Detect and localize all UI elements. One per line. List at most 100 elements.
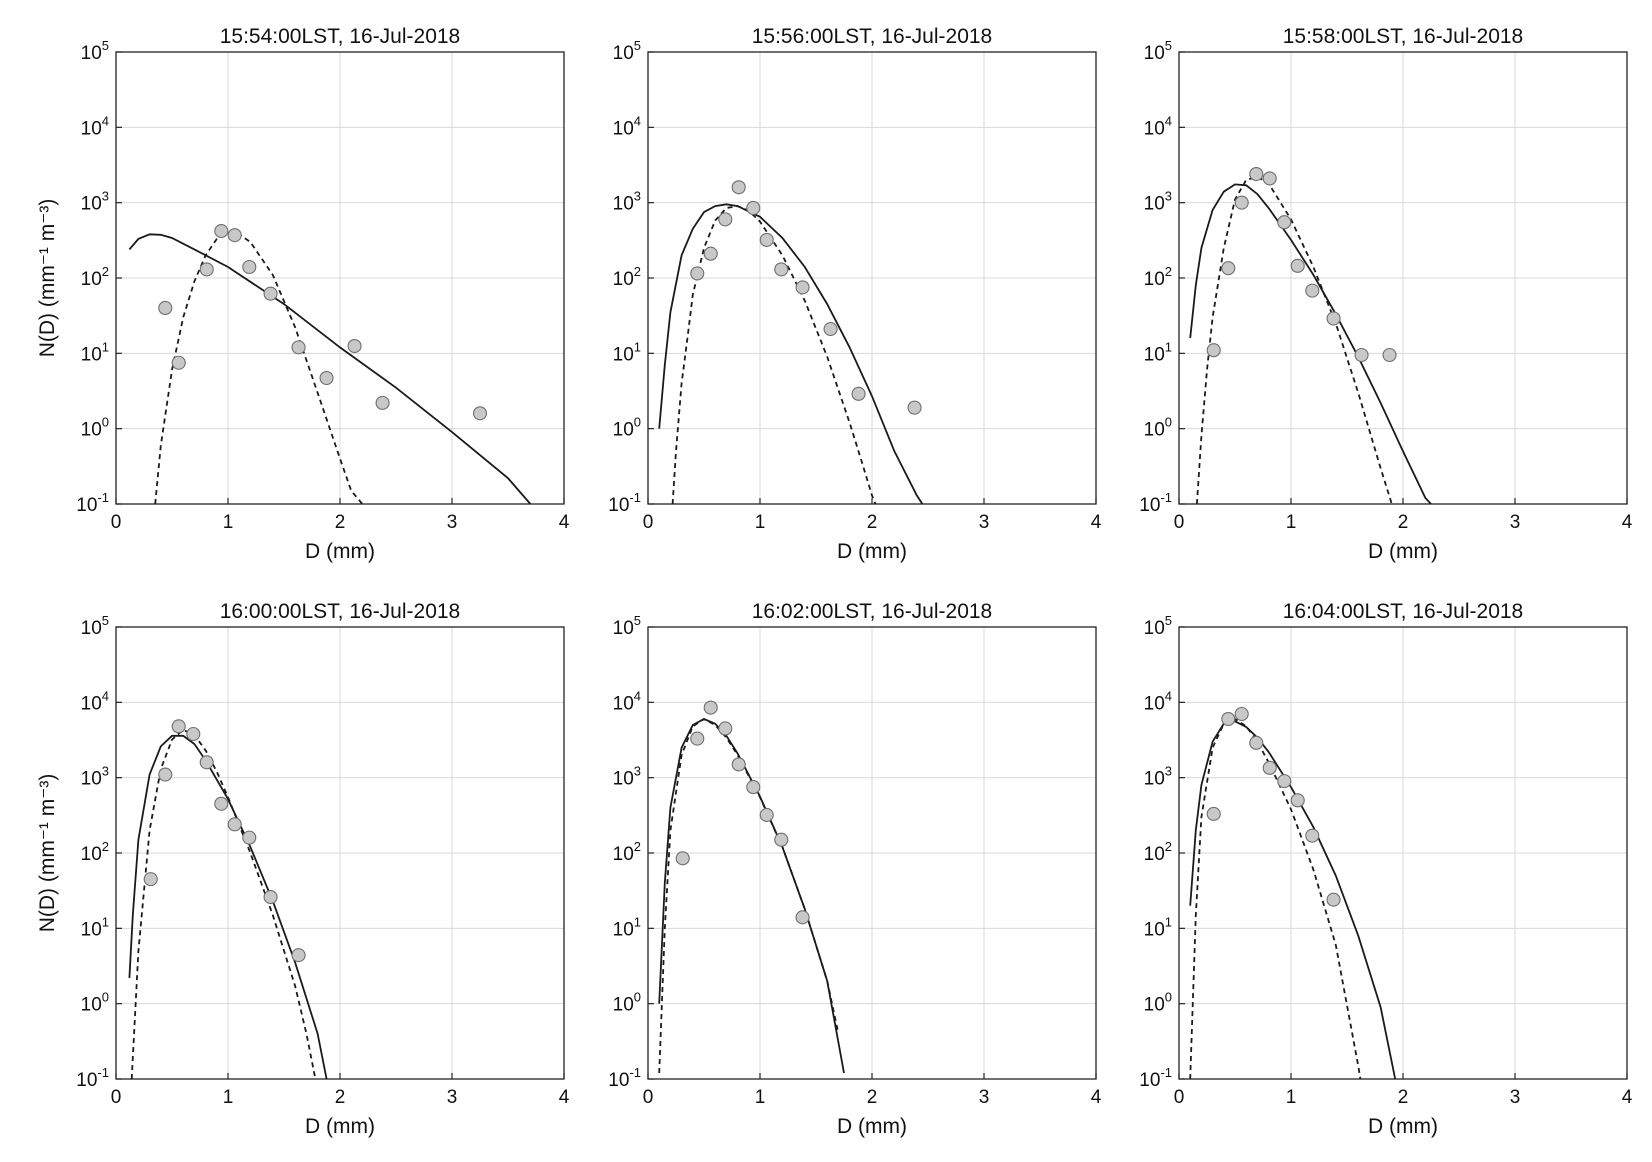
x-axis-label: D (mm) bbox=[1368, 540, 1438, 563]
x-tick-label: 0 bbox=[1174, 512, 1185, 533]
data-point bbox=[263, 286, 278, 301]
data-point bbox=[186, 726, 201, 742]
y-tick-label: 102 bbox=[1144, 839, 1172, 865]
data-point bbox=[774, 262, 789, 277]
solid-fit-line bbox=[128, 734, 328, 1079]
chart-panel-4: 0 1 2 3 4 10-1 100 101 102 103 104 105 16:00:00LST, … bbox=[36, 600, 570, 1138]
panel-title: 15:56:00LST, 16-Jul-2018 bbox=[752, 25, 993, 48]
y-tick-label: 103 bbox=[81, 764, 109, 790]
x-tick-label: 0 bbox=[111, 512, 122, 533]
panel-title: 16:00:00LST, 16-Jul-2018 bbox=[220, 600, 461, 623]
data-point bbox=[851, 386, 866, 401]
y-tick-label: 101 bbox=[1144, 339, 1172, 365]
y-tick-label: 103 bbox=[81, 189, 109, 215]
x-tick-label: 0 bbox=[111, 1087, 122, 1108]
solid-fit-line bbox=[1189, 183, 1432, 504]
x-tick-label: 1 bbox=[1286, 512, 1297, 533]
chart-panel-6: 0 1 2 3 4 10-1 100 101 102 103 104 105 16:04:00LST, … bbox=[1139, 600, 1632, 1138]
grid bbox=[115, 51, 565, 505]
data-point bbox=[158, 767, 173, 782]
data-point bbox=[1249, 735, 1264, 750]
data-point bbox=[242, 259, 257, 275]
data-point bbox=[227, 817, 242, 832]
y-tick-label: 100 bbox=[1144, 415, 1172, 441]
dashed-fit-line bbox=[658, 717, 840, 1074]
dashed-fit-line bbox=[130, 728, 317, 1079]
x-tick-label: 4 bbox=[559, 512, 570, 533]
y-tick-label: 104 bbox=[1144, 688, 1172, 714]
y-tick-label: 101 bbox=[81, 914, 109, 940]
y-tick-label: 103 bbox=[613, 189, 641, 215]
data-point bbox=[319, 370, 334, 386]
x-tick-label: 4 bbox=[1622, 512, 1633, 533]
x-tick-label: 0 bbox=[1174, 1087, 1185, 1108]
data-point bbox=[731, 180, 746, 195]
data-point bbox=[347, 338, 362, 354]
y-tick-label: 101 bbox=[613, 339, 641, 365]
data-point bbox=[227, 228, 242, 243]
x-tick-label: 1 bbox=[1286, 1087, 1297, 1108]
data-point bbox=[199, 755, 214, 770]
data-point bbox=[214, 796, 229, 811]
data-point bbox=[1277, 215, 1292, 230]
y-tick-label: 100 bbox=[81, 415, 109, 441]
data-point bbox=[1326, 311, 1341, 326]
dashed-fit-line bbox=[154, 231, 364, 504]
x-tick-label: 3 bbox=[979, 1087, 990, 1108]
data-point bbox=[1305, 828, 1320, 843]
x-axis-label: D (mm) bbox=[305, 1115, 375, 1138]
data-point bbox=[795, 280, 810, 295]
grid bbox=[1178, 626, 1628, 1080]
dashed-fit-line bbox=[1196, 175, 1393, 504]
x-tick-label: 0 bbox=[643, 512, 654, 533]
data-point bbox=[143, 872, 158, 887]
chart-panel-2: 0 1 2 3 4 10-1 100 101 102 103 104 105 15:56:00LST, … bbox=[608, 25, 1101, 563]
grid bbox=[647, 51, 1097, 505]
panel-title: 16:02:00LST, 16-Jul-2018 bbox=[752, 600, 993, 623]
data-point bbox=[1290, 258, 1305, 273]
y-tick-label: 10-1 bbox=[608, 1065, 641, 1091]
y-tick-label: 101 bbox=[1144, 914, 1172, 940]
solid-fit-line bbox=[128, 233, 532, 504]
data-point bbox=[759, 807, 774, 822]
x-tick-label: 4 bbox=[1091, 512, 1102, 533]
y-tick-label: 10-1 bbox=[608, 490, 641, 516]
data-point bbox=[1206, 806, 1221, 821]
data-point bbox=[291, 340, 306, 355]
y-tick-label: 105 bbox=[1144, 613, 1172, 639]
x-tick-label: 4 bbox=[559, 1087, 570, 1108]
data-point bbox=[675, 851, 690, 866]
x-axis-label: D (mm) bbox=[837, 1115, 907, 1138]
data-point bbox=[1206, 343, 1221, 358]
grid bbox=[647, 626, 1097, 1080]
data-point bbox=[690, 266, 705, 281]
y-tick-label: 104 bbox=[1144, 113, 1172, 139]
grid bbox=[1178, 51, 1628, 505]
data-point bbox=[1234, 195, 1249, 210]
dashed-fit-line bbox=[671, 205, 877, 504]
y-tick-label: 102 bbox=[81, 839, 109, 865]
chart-panel-3: 0 1 2 3 4 10-1 100 101 102 103 104 105 15:58:00LST, … bbox=[1139, 25, 1632, 563]
chart-panel-1: 0 1 2 3 4 10-1 100 101 102 103 104 105 15:54:00LST, … bbox=[36, 25, 570, 563]
data-point bbox=[1305, 283, 1320, 298]
x-tick-label: 0 bbox=[643, 1087, 654, 1108]
data-point bbox=[1354, 347, 1369, 363]
x-axis-label: D (mm) bbox=[1368, 1115, 1438, 1138]
x-tick-label: 1 bbox=[223, 512, 234, 533]
data-point bbox=[823, 322, 838, 337]
y-tick-label: 105 bbox=[81, 38, 109, 64]
y-axis-label: N(D) (mm⁻¹ m⁻³) bbox=[36, 774, 59, 933]
data-point bbox=[291, 948, 306, 963]
y-tick-label: 10-1 bbox=[1139, 490, 1172, 516]
data-point bbox=[774, 832, 789, 847]
solid-fit-line bbox=[658, 203, 924, 504]
y-tick-label: 104 bbox=[81, 113, 109, 139]
x-tick-label: 2 bbox=[1398, 1087, 1409, 1108]
data-point bbox=[375, 395, 390, 410]
data-point bbox=[158, 300, 173, 316]
data-point bbox=[1234, 706, 1249, 722]
data-point bbox=[1249, 166, 1264, 182]
panel-title: 16:04:00LST, 16-Jul-2018 bbox=[1283, 600, 1524, 623]
y-tick-label: 102 bbox=[81, 264, 109, 290]
data-point bbox=[759, 232, 774, 247]
